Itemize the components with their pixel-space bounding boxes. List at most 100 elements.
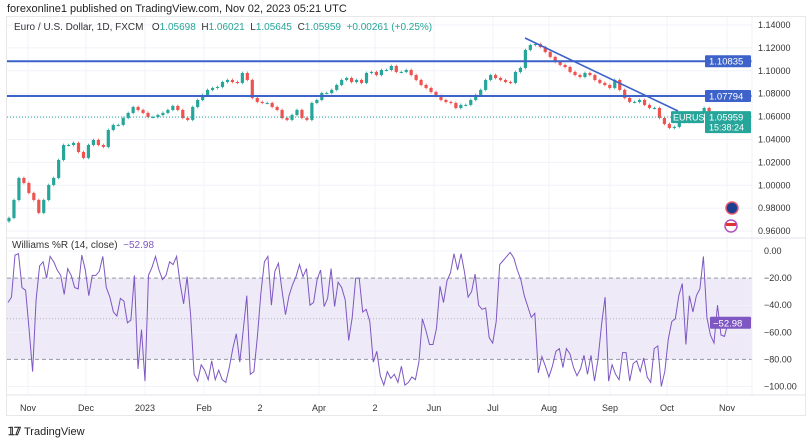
candle-body (394, 65, 398, 72)
tradingview-logo-icon: 𝟙𝟟 (8, 426, 21, 438)
candle-body (206, 89, 210, 95)
candle-body (702, 108, 706, 113)
candle-body (116, 124, 120, 126)
candle-body (42, 199, 46, 213)
candle-body (369, 71, 374, 73)
candle-body (240, 72, 244, 83)
indicator-name: Williams %R (14, close) (12, 240, 118, 251)
candle-body (71, 142, 76, 145)
candle-body (439, 95, 443, 100)
candle-body (399, 71, 403, 73)
candle-body (305, 117, 309, 120)
x-tick-label: Jul (487, 403, 499, 413)
candle-body (265, 102, 269, 104)
wr-value-label-bg (710, 316, 751, 329)
candle-body (429, 87, 433, 92)
candle-body (52, 177, 56, 185)
candle-body (613, 79, 617, 88)
countdown-label: 15:38:24 (709, 123, 744, 133)
candle-body (201, 94, 205, 100)
candle-body (404, 69, 408, 72)
candle-body (493, 75, 498, 79)
candle-body (464, 104, 468, 106)
candle-body (628, 97, 632, 102)
x-tick-label: Oct (660, 403, 675, 413)
x-tick-label: Aug (541, 403, 557, 413)
wr-value-label: −52.98 (713, 318, 742, 329)
price-tick-label: 1.04000 (758, 135, 791, 145)
candle-body (330, 89, 334, 94)
candle-body (444, 99, 448, 102)
wr-tick-label: 0.00 (764, 246, 782, 256)
close-value: 1.05959 (304, 22, 341, 33)
candle-body (57, 159, 61, 178)
last-price-label-bg (705, 111, 751, 134)
price-tick-label: 0.98000 (758, 203, 791, 213)
candle-body (350, 78, 354, 83)
price-tick-label: 1.06000 (758, 112, 791, 122)
candle-body (156, 114, 160, 117)
level-price-label-bg (705, 55, 751, 68)
level-price-label-bg (705, 90, 751, 103)
candle-body (662, 117, 667, 124)
candle-body (325, 93, 329, 95)
candle-body (518, 67, 523, 72)
candle-body (310, 102, 314, 120)
candle-body (131, 106, 135, 113)
candle-body (657, 108, 662, 118)
price-tick-label: 1.12000 (758, 43, 791, 53)
price-tick-label: 1.14000 (758, 20, 791, 30)
wr-tick-label: −60.00 (764, 327, 792, 337)
candle-body (91, 139, 96, 145)
open-value: 1.05698 (159, 22, 196, 33)
candle-body (642, 99, 647, 105)
candle-body (66, 144, 71, 146)
candle-body (270, 102, 274, 107)
candle-body (637, 99, 642, 102)
candle-body (22, 177, 26, 184)
candle-body (548, 52, 552, 57)
high-value: 1.06021 (208, 22, 245, 33)
candle-body (588, 72, 592, 76)
candle-body (12, 199, 16, 218)
candle-body (384, 69, 388, 71)
price-tick-label: 0.96000 (758, 226, 791, 236)
candle-body (672, 126, 676, 128)
candle-body (553, 56, 557, 62)
candle-body (245, 72, 249, 80)
price-tick-label: 1.08000 (758, 89, 791, 99)
open-label: O (151, 22, 160, 33)
candle-body (543, 46, 547, 53)
candle-body (76, 142, 81, 152)
candle-body (608, 84, 612, 88)
candle-body (220, 82, 225, 87)
x-tick-label: Nov (20, 403, 37, 413)
candle-body (62, 144, 66, 160)
chart-frame (6, 16, 806, 416)
candle-body (32, 192, 36, 200)
candle-body (503, 79, 508, 83)
x-tick-label: Jun (427, 403, 442, 413)
candle-body (469, 99, 473, 105)
candle-body (667, 123, 671, 128)
candle-body (181, 109, 185, 118)
candle-body (414, 75, 418, 80)
candle-body (225, 79, 230, 83)
candle-body (474, 94, 478, 100)
candle-body (479, 89, 483, 95)
last-price-label: 1.05959 (709, 113, 743, 124)
candle-body (578, 75, 582, 77)
indicator-legend[interactable]: Williams %R (14, close) −52.98 (12, 240, 154, 251)
candle-body (677, 121, 681, 127)
candle-body (86, 144, 91, 158)
candle-body (186, 117, 190, 120)
symbol-title: Euro / U.S. Dollar, 1D, FXCM (14, 22, 144, 33)
candle-body (419, 79, 423, 85)
candle-body (379, 69, 383, 76)
candle-body (37, 199, 41, 213)
candle-body (598, 79, 602, 83)
candle-body (275, 106, 279, 110)
candle-body (166, 109, 170, 113)
candle-body (191, 106, 195, 120)
